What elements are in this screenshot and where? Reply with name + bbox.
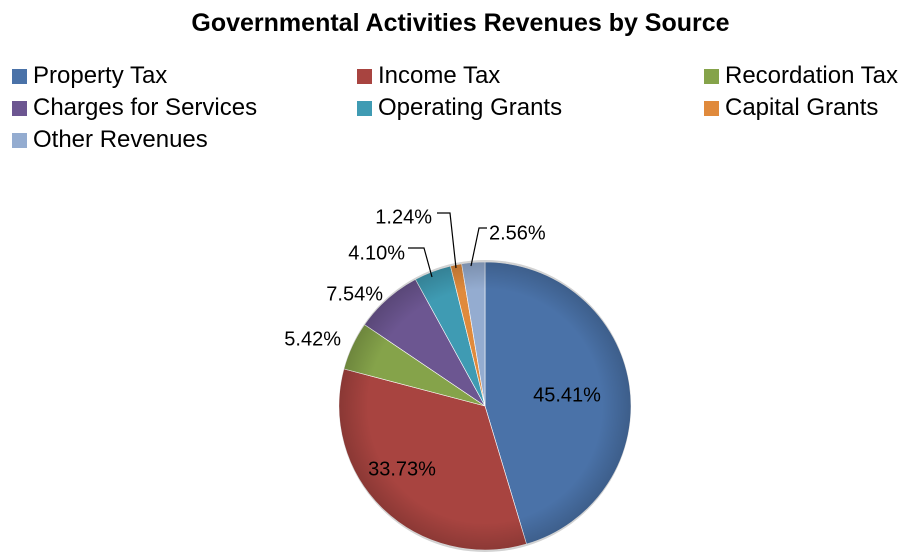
legend-swatch-property-tax	[12, 68, 27, 84]
chart-legend: Property Tax Income Tax Recordation Tax …	[12, 62, 917, 158]
legend-label-other-revenues: Other Revenues	[33, 126, 208, 153]
legend-swatch-income-tax	[357, 68, 372, 84]
legend-swatch-capital-grants	[704, 100, 719, 116]
chart-title: Governmental Activities Revenues by Sour…	[191, 9, 730, 37]
leader-line-other-revenues	[470, 227, 487, 267]
legend-item-other-revenues: Other Revenues	[12, 126, 208, 154]
legend-item-charges-for-services: Charges for Services	[12, 94, 257, 122]
legend-item-property-tax: Property Tax	[12, 62, 167, 90]
legend-label-operating-grants: Operating Grants	[378, 94, 563, 121]
leader-line-operating-grants	[408, 247, 433, 278]
legend-item-capital-grants: Capital Grants	[704, 94, 878, 122]
legend-label-charges-for-services: Charges for Services	[33, 94, 258, 121]
data-label-other-revenues: 2.56%	[489, 222, 546, 244]
legend-item-operating-grants: Operating Grants	[357, 94, 562, 122]
data-label-charges-for-services: 7.54%	[326, 283, 383, 305]
data-label-capital-grants: 1.24%	[375, 206, 432, 228]
legend-swatch-other-revenues	[12, 132, 27, 148]
legend-label-recordation-tax: Recordation Tax	[725, 62, 898, 89]
legend-item-recordation-tax: Recordation Tax	[704, 62, 898, 90]
data-labels: 45.41% 33.73% 5.42% 7.54% 4.10% 1.24% 2.56%	[284, 206, 601, 480]
data-label-operating-grants: 4.10%	[348, 242, 405, 264]
leader-lines	[408, 212, 487, 278]
data-label-recordation-tax: 5.42%	[284, 328, 341, 350]
data-label-property-tax: 45.41%	[533, 384, 601, 406]
legend-label-property-tax: Property Tax	[33, 62, 168, 89]
legend-swatch-recordation-tax	[704, 68, 719, 84]
leader-line-capital-grants	[437, 212, 457, 269]
data-label-income-tax: 33.73%	[368, 458, 436, 480]
legend-swatch-charges-for-services	[12, 100, 27, 116]
legend-swatch-operating-grants	[357, 100, 372, 116]
legend-label-capital-grants: Capital Grants	[725, 94, 879, 121]
legend-item-income-tax: Income Tax	[357, 62, 500, 90]
legend-label-income-tax: Income Tax	[378, 62, 501, 89]
